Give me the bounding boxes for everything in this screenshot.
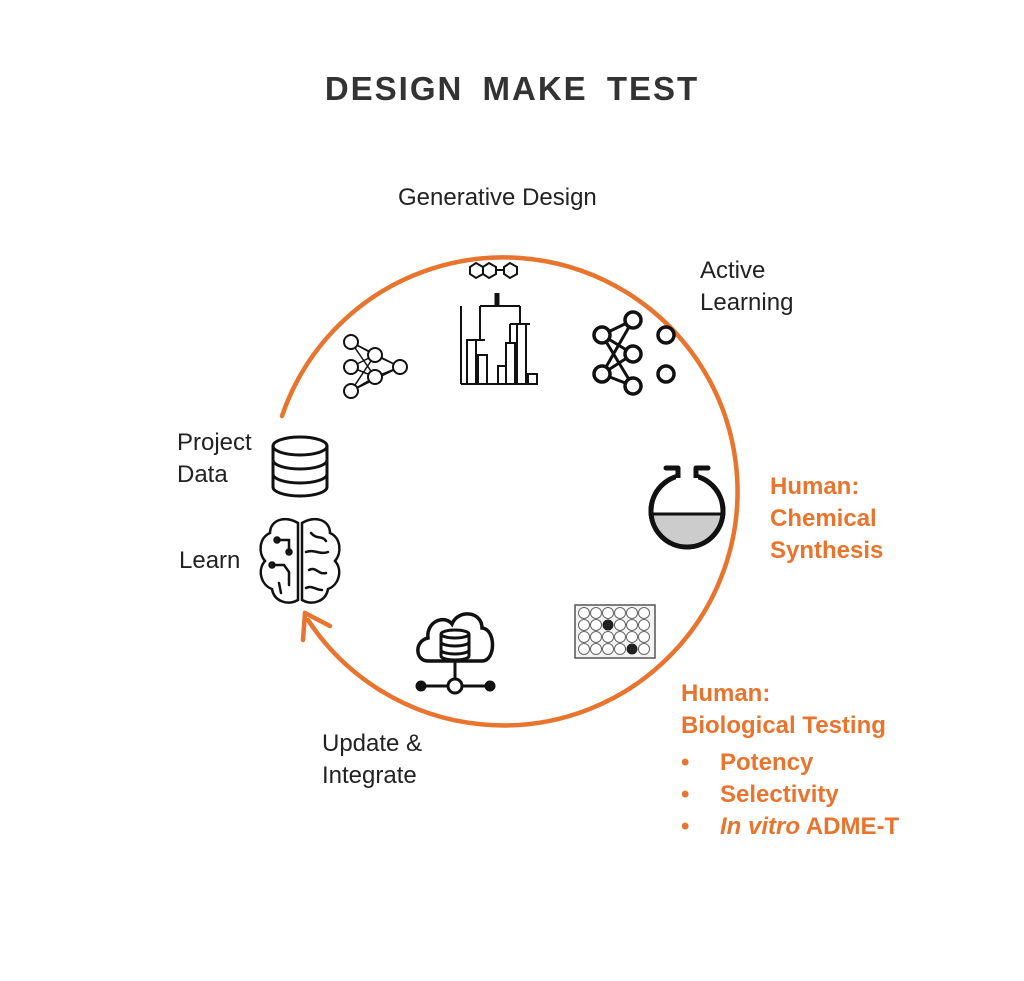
- bullet-marker: •: [681, 781, 690, 808]
- human-testing-bullets: • Potency • Selectivity • In vitro ADME-…: [681, 747, 981, 843]
- cycle-arrowhead: [300, 610, 333, 643]
- label-project-data-line-1: Project: [177, 429, 252, 456]
- human-synthesis-line-3: Synthesis: [770, 537, 884, 564]
- brain-icon: [259, 517, 341, 604]
- dendrogram-icon: [460, 261, 538, 385]
- neural-net-icon: [592, 310, 676, 396]
- label-project-data: Project Data: [177, 427, 252, 491]
- bullet-item: • Selectivity: [681, 779, 981, 811]
- human-testing-heading: Human: Biological Testing: [681, 678, 886, 742]
- label-generative-design: Generative Design: [398, 184, 597, 211]
- flask-icon: [648, 465, 726, 550]
- network-icon: [343, 334, 408, 399]
- bullet-text-potency: Potency: [720, 749, 814, 776]
- human-testing-heading-line-2: Biological Testing: [681, 712, 886, 739]
- bullet-item: • Potency: [681, 747, 981, 779]
- cycle-arc: [279, 255, 740, 728]
- bullet-italic-in-vitro: In vitro: [720, 813, 801, 840]
- bullet-item: • In vitro ADME-T: [681, 811, 981, 843]
- label-project-data-line-2: Data: [177, 461, 228, 488]
- bullet-text-adme-t: ADME-T: [800, 813, 900, 840]
- label-update-integrate-line-2: Integrate: [322, 762, 417, 789]
- bullet-text-selectivity: Selectivity: [720, 781, 839, 808]
- label-update-integrate: Update & Integrate: [322, 728, 422, 792]
- human-synthesis-label: Human: Chemical Synthesis: [770, 471, 883, 567]
- cloud-database-icon: [415, 612, 496, 695]
- label-active-learning: Active Learning: [700, 255, 793, 319]
- bullet-marker: •: [681, 749, 690, 776]
- human-synthesis-line-1: Human:: [770, 473, 860, 500]
- bullet-text-adme: In vitro ADME-T: [720, 811, 899, 843]
- label-active-learning-line-2: Learning: [700, 289, 794, 316]
- human-testing-heading-line-1: Human:: [681, 680, 771, 707]
- label-update-integrate-line-1: Update &: [322, 730, 423, 757]
- diagram-title: DESIGN MAKE TEST: [324, 70, 700, 107]
- human-synthesis-line-2: Chemical: [770, 505, 877, 532]
- well-plate-icon: [574, 604, 656, 659]
- label-learn: Learn: [179, 547, 241, 574]
- bullet-marker: •: [681, 813, 690, 840]
- database-icon: [271, 435, 329, 498]
- label-active-learning-line-1: Active: [700, 257, 766, 284]
